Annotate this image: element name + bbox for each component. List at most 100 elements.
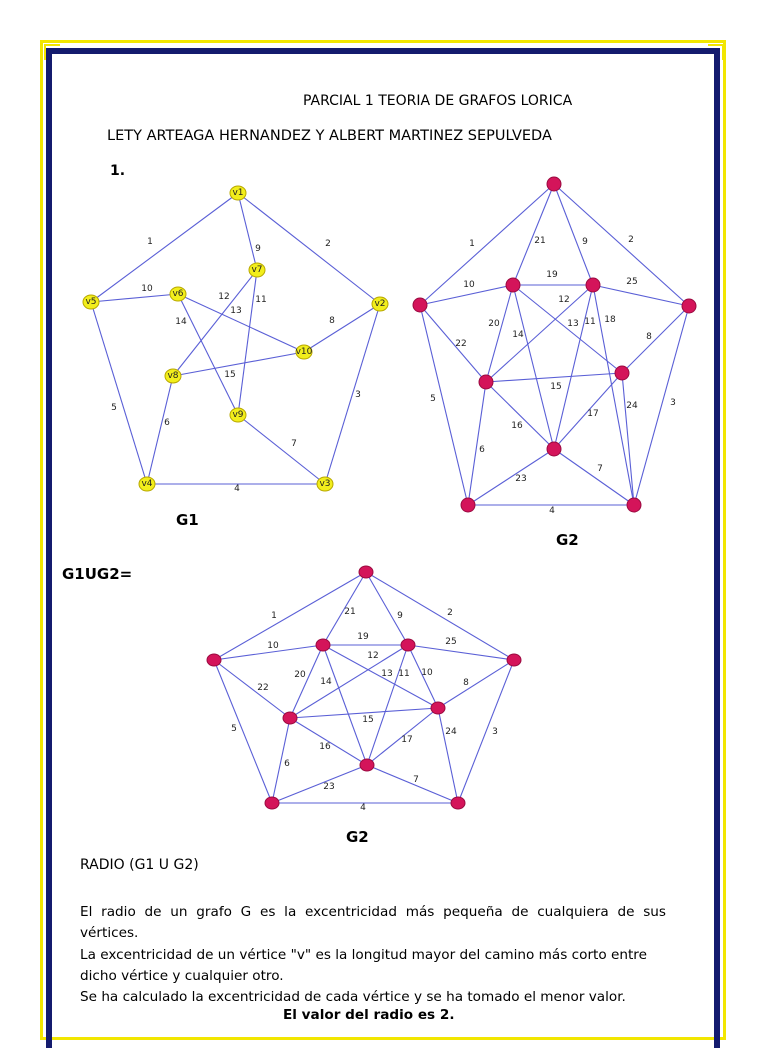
edge-12 (172, 269, 258, 377)
edge-label: 23 (323, 782, 334, 792)
edge-17 (553, 372, 623, 450)
page-frame-inner (46, 48, 720, 1048)
graph-g1-diagram: 1 23456789101112131415v1v2v3v4v5v6v7v8v9v… (82, 185, 389, 494)
edge-label: 10 (141, 284, 153, 294)
edge-10 (419, 284, 514, 306)
edge-16 (485, 381, 555, 450)
edge-label: 22 (257, 683, 268, 693)
edge-3 (457, 659, 515, 804)
edge-2 (553, 183, 690, 307)
edge-label: 1 (469, 239, 475, 249)
vertex-name: v9 (232, 410, 243, 420)
document-title: PARCIAL 1 TEORIA DE GRAFOS LORICA (303, 93, 573, 109)
edge-label: 10 (421, 668, 433, 678)
edge-label: 4 (360, 803, 366, 813)
union-heading: G1UG2= (62, 565, 133, 583)
vertex-I (359, 758, 375, 772)
vertex-I (546, 441, 562, 457)
vertex-name: v5 (85, 297, 96, 307)
edge-13 (512, 284, 623, 374)
edge-1 (419, 183, 555, 306)
edge-label: 8 (463, 678, 469, 688)
vertex-B (506, 653, 522, 667)
edge-label: 1 (271, 611, 277, 621)
edge-label: 9 (397, 611, 403, 621)
edge-1 (213, 571, 367, 661)
vertex-name: v4 (141, 479, 152, 489)
edge-14 (322, 644, 368, 766)
edge-15 (289, 707, 439, 719)
edge-label: 6 (284, 759, 290, 769)
edge-16 (289, 717, 368, 766)
vertex-F (505, 277, 521, 293)
vertex-B (681, 298, 697, 314)
edge-label: 20 (488, 319, 500, 329)
edge-label: 14 (175, 317, 187, 327)
edge-label: 9 (582, 237, 588, 247)
edge-label: 15 (224, 370, 235, 380)
edge-label: 10 (463, 280, 475, 290)
edge-label: 8 (646, 332, 652, 342)
edge-14 (512, 284, 555, 450)
edge-7 (553, 448, 635, 506)
vertex-name: v2 (374, 299, 385, 309)
edge-25 (407, 644, 515, 661)
edge-5 (419, 304, 469, 506)
edge-label: 16 (511, 421, 523, 431)
edge-17 (366, 707, 439, 766)
edge-label: 5 (111, 403, 117, 413)
frame-corner-top-right (708, 44, 724, 60)
edge-label: 5 (231, 724, 237, 734)
edge-14 (177, 293, 305, 353)
edge-label: 24 (626, 401, 638, 411)
vertex-v4 (138, 476, 156, 492)
edge-label: 21 (344, 607, 355, 617)
edge-label: 13 (230, 306, 241, 316)
edge-12 (289, 644, 409, 719)
edge-10 (407, 644, 439, 709)
edge-label: 7 (413, 775, 419, 785)
vertex-J (282, 711, 298, 725)
edge-13 (177, 293, 239, 416)
vertex-name: v7 (251, 265, 262, 275)
edge-25 (592, 284, 690, 307)
graph-g2-label: G2 (556, 531, 579, 549)
edge-label: 9 (255, 244, 261, 254)
edge-label: 14 (512, 330, 524, 340)
graph-g1-label: G1 (176, 511, 199, 529)
edge-label: 4 (234, 484, 240, 494)
edge-7 (237, 414, 326, 485)
edge-label: 12 (367, 651, 378, 661)
edge-3 (633, 305, 690, 506)
edge-6 (467, 381, 487, 506)
vertex-A (546, 176, 562, 192)
vertex-H (614, 365, 630, 381)
edge-label: 7 (597, 464, 603, 474)
vertex-name: v1 (232, 188, 243, 198)
edge-label: 2 (628, 235, 634, 245)
edge-8 (621, 305, 690, 374)
edge-label: 3 (355, 390, 361, 400)
edge-12 (485, 284, 594, 383)
vertex-name: v6 (172, 289, 183, 299)
edge-20 (289, 644, 324, 719)
edge-6 (271, 717, 291, 804)
edge-23 (271, 764, 368, 804)
edge-9 (237, 192, 258, 271)
edge-label: 3 (492, 727, 498, 737)
vertex-H (430, 701, 446, 715)
edge-10 (90, 293, 179, 303)
edge-8 (437, 659, 515, 709)
vertex-G (400, 638, 416, 652)
vertex-v6 (169, 286, 187, 302)
edge-label: 20 (294, 670, 306, 680)
vertex-v5 (82, 294, 100, 310)
document-authors: LETY ARTEAGA HERNANDEZ Y ALBERT MARTINEZ… (107, 128, 552, 144)
edge-label: 12 (218, 292, 229, 302)
vertex-v7 (248, 262, 266, 278)
edge-label: 1 (147, 237, 153, 247)
edge-label: 16 (319, 742, 331, 752)
edge-11 (366, 644, 409, 766)
edge-11 (237, 269, 258, 416)
vertex-G (585, 277, 601, 293)
